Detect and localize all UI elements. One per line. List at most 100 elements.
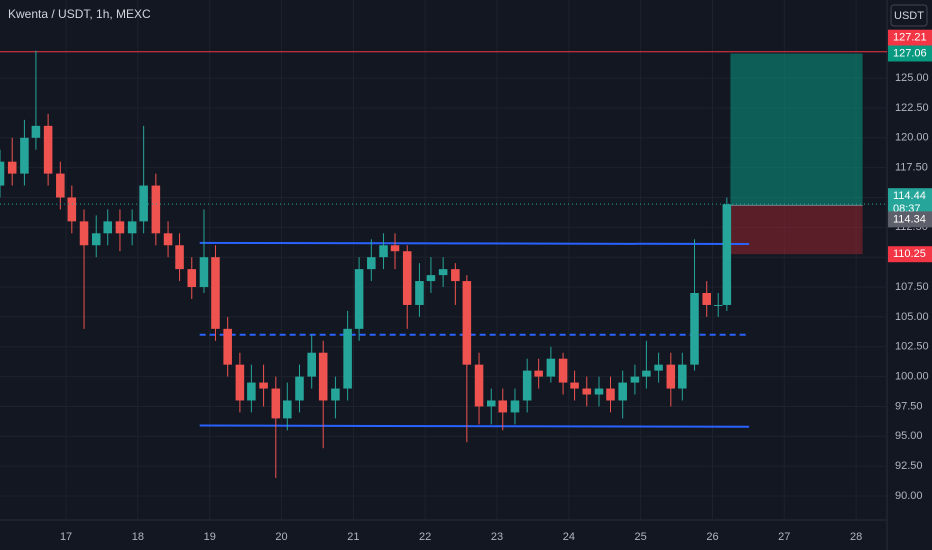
candle-body bbox=[534, 370, 543, 377]
axes: 90.00 92.50 95.00 97.50 100.00 102.50 105.00 10… bbox=[60, 29, 932, 543]
y-tick-label: 90.00 bbox=[895, 490, 923, 502]
candle-body bbox=[235, 364, 245, 401]
candle-body bbox=[318, 352, 328, 401]
candle-body bbox=[713, 304, 723, 306]
candle-body bbox=[67, 197, 77, 222]
candle-body bbox=[331, 388, 340, 401]
y-tick-label: 97.50 bbox=[895, 400, 923, 412]
candle-body bbox=[127, 221, 137, 234]
candle-body bbox=[31, 125, 41, 138]
candle-body bbox=[486, 400, 496, 407]
candle-body bbox=[722, 204, 732, 305]
candle-body bbox=[79, 221, 89, 246]
x-tick-label: 25 bbox=[635, 531, 647, 543]
trendline bbox=[199, 424, 750, 428]
candle-body bbox=[702, 293, 712, 305]
price-label: 114.44 bbox=[893, 190, 926, 202]
candle-body bbox=[558, 358, 568, 383]
candle-body bbox=[462, 281, 472, 365]
candle-body bbox=[199, 257, 209, 288]
candle-body bbox=[175, 245, 184, 270]
candle-body bbox=[211, 257, 220, 329]
candle-body bbox=[223, 328, 232, 365]
x-tick-label: 18 bbox=[132, 531, 144, 543]
candle-body bbox=[43, 125, 53, 174]
price-label: 127.06 bbox=[893, 47, 927, 59]
candle-body bbox=[0, 161, 5, 186]
x-tick-label: 21 bbox=[347, 531, 359, 543]
candle-body bbox=[307, 352, 316, 377]
candle-body bbox=[570, 382, 579, 389]
candle-body bbox=[115, 221, 125, 234]
candle-body bbox=[546, 358, 556, 377]
x-tick-label: 20 bbox=[275, 531, 287, 543]
candle-body bbox=[271, 388, 281, 419]
candle-body bbox=[247, 382, 256, 401]
chart-title: Kwenta / USDT, 1h, MEXC bbox=[8, 7, 151, 21]
candle-body bbox=[139, 185, 148, 222]
candle-body bbox=[390, 245, 400, 252]
candle-body bbox=[151, 185, 161, 234]
candle-body bbox=[7, 161, 17, 174]
candle-body bbox=[20, 137, 29, 174]
candle-body bbox=[618, 382, 627, 401]
candle-body bbox=[510, 400, 520, 413]
price-label-box bbox=[888, 45, 932, 62]
candle-body bbox=[295, 376, 304, 401]
candle-body bbox=[642, 370, 651, 377]
candle-body bbox=[259, 382, 268, 389]
y-tick-label: 100.00 bbox=[895, 371, 929, 383]
trendline bbox=[199, 241, 750, 246]
loss-zone bbox=[730, 205, 863, 255]
candle-body bbox=[690, 293, 699, 365]
candle-body bbox=[187, 269, 197, 288]
candle-body bbox=[451, 269, 460, 282]
price-label: 114.34 bbox=[893, 213, 926, 225]
price-label-box bbox=[888, 246, 932, 263]
candle-body bbox=[379, 245, 388, 258]
candle-body bbox=[582, 388, 592, 395]
candle-body bbox=[606, 388, 615, 401]
currency-button[interactable] bbox=[890, 4, 928, 27]
candle-body bbox=[163, 233, 173, 246]
y-tick-label: 120.00 bbox=[895, 132, 929, 144]
price-label-box bbox=[888, 29, 932, 46]
price-label-box bbox=[888, 211, 932, 228]
x-tick-label: 19 bbox=[204, 531, 216, 543]
price-label: 127.21 bbox=[893, 32, 927, 44]
candle-body bbox=[343, 328, 352, 389]
candle-body bbox=[402, 251, 412, 305]
candle-body bbox=[426, 275, 436, 282]
profit-zone bbox=[730, 53, 863, 206]
candle-body bbox=[498, 400, 508, 413]
candle-body bbox=[594, 388, 604, 395]
x-tick-label: 28 bbox=[850, 531, 862, 543]
candle-body bbox=[522, 370, 532, 401]
candle-body bbox=[91, 233, 101, 246]
currency-button-label[interactable]: USDT bbox=[894, 10, 924, 22]
candle-body bbox=[666, 364, 676, 389]
x-tick-label: 24 bbox=[563, 531, 575, 543]
y-tick-label: 117.50 bbox=[895, 162, 928, 174]
y-tick-label: 92.50 bbox=[895, 460, 923, 472]
candle-body bbox=[654, 364, 663, 371]
candle-body bbox=[678, 364, 687, 389]
candle-body bbox=[630, 376, 640, 383]
candle-body bbox=[438, 269, 448, 276]
y-tick-label: 122.50 bbox=[895, 102, 929, 114]
y-tick-label: 95.00 bbox=[895, 430, 923, 442]
price-label: 110.25 bbox=[893, 248, 926, 260]
candle-body bbox=[283, 400, 292, 419]
x-tick-label: 22 bbox=[419, 531, 431, 543]
plot bbox=[0, 50, 887, 479]
y-tick-label: 102.50 bbox=[895, 341, 929, 353]
y-tick-label: 125.00 bbox=[895, 72, 929, 84]
y-tick-label: 105.00 bbox=[895, 311, 929, 323]
y-tick-label: 107.50 bbox=[895, 281, 929, 293]
candle-body bbox=[415, 281, 424, 305]
candle-body bbox=[103, 221, 113, 234]
candle-body bbox=[474, 364, 484, 407]
candle-body bbox=[367, 257, 376, 270]
